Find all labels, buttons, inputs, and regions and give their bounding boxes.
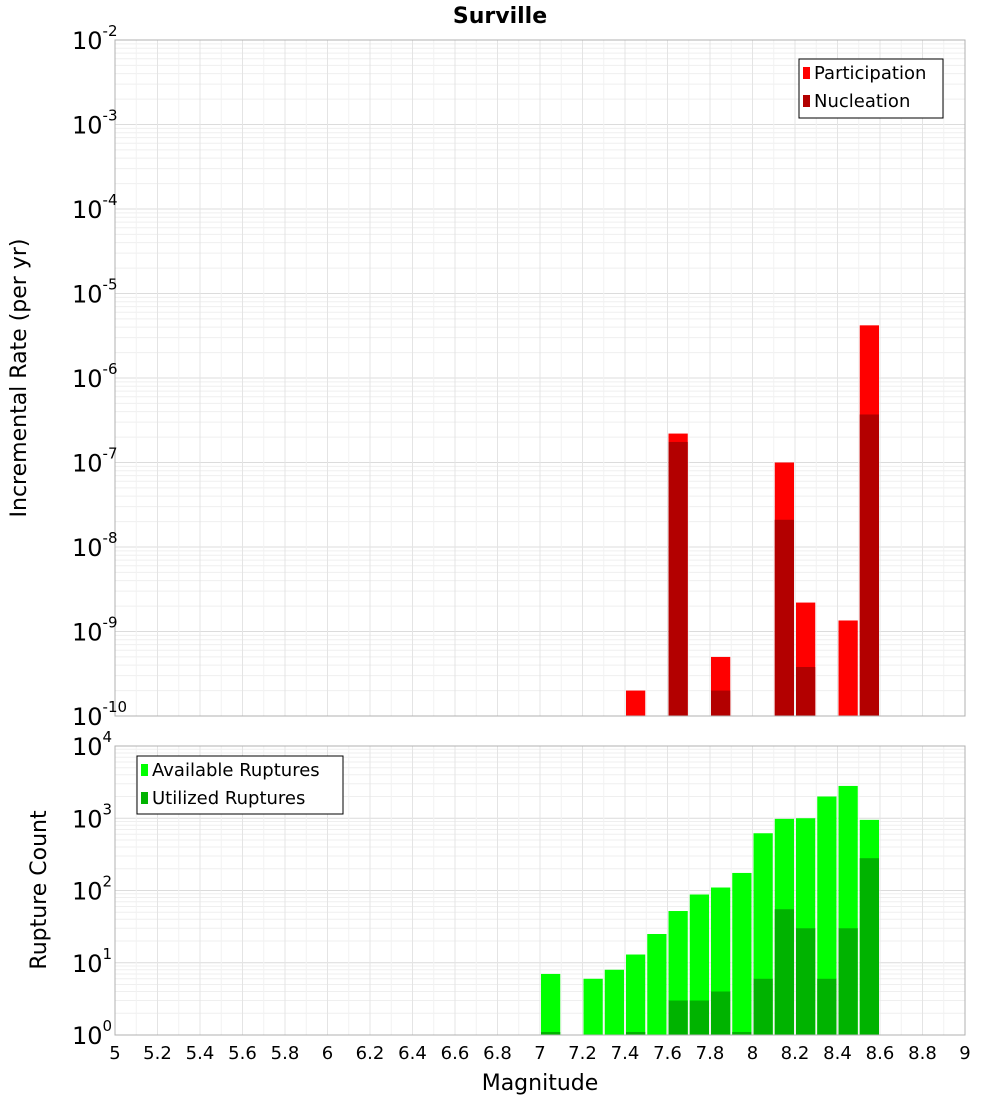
x-tick-label: 6.8 bbox=[483, 1043, 512, 1064]
x-tick-label: 5.8 bbox=[271, 1043, 300, 1064]
available-ruptures-bar-7.25 bbox=[583, 978, 603, 1035]
count-y-tick-labels: 100 101 102 103 104 bbox=[72, 728, 112, 1050]
rate-legend: Participation Nucleation bbox=[798, 58, 944, 119]
available-ruptures-bar-7.75 bbox=[689, 894, 709, 1035]
x-tick-label: 8.2 bbox=[781, 1043, 810, 1064]
x-tick-label: 8 bbox=[747, 1043, 758, 1064]
utilized-ruptures-bar-8.45 bbox=[838, 928, 858, 1035]
y-tick-label: 10-7 bbox=[72, 445, 118, 478]
x-tick-label: 6.2 bbox=[356, 1043, 385, 1064]
utilized-ruptures-bar-7.95 bbox=[732, 1032, 752, 1035]
utilized-ruptures-bar-7.85 bbox=[711, 991, 731, 1035]
x-tick-label: 5.6 bbox=[228, 1043, 257, 1064]
x-tick-label: 7.4 bbox=[611, 1043, 640, 1064]
y-tick-label: 100 bbox=[72, 1017, 112, 1050]
x-tick-label: 7.6 bbox=[653, 1043, 682, 1064]
y-tick-label: 10-10 bbox=[72, 698, 127, 731]
x-tick-label: 7 bbox=[534, 1043, 545, 1064]
available-ruptures-bar-7.95 bbox=[732, 872, 752, 1035]
legend-label: Available Ruptures bbox=[152, 760, 320, 781]
y-tick-label: 10-2 bbox=[72, 22, 118, 55]
y-tick-label: 10-3 bbox=[72, 107, 118, 140]
x-tick-label: 6 bbox=[322, 1043, 333, 1064]
legend-label: Utilized Ruptures bbox=[152, 788, 305, 809]
nucleation-bar-8.55 bbox=[859, 414, 879, 716]
x-tick-label: 8.4 bbox=[823, 1043, 852, 1064]
x-tick-label: 7.2 bbox=[568, 1043, 597, 1064]
legend-swatch bbox=[803, 67, 810, 79]
y-tick-label: 10-6 bbox=[72, 360, 118, 393]
count-legend: Available Ruptures Utilized Ruptures bbox=[136, 755, 344, 815]
nucleation-bar-8.25 bbox=[796, 667, 816, 716]
y-tick-label: 10-9 bbox=[72, 614, 118, 647]
rate-gridlines bbox=[114, 40, 966, 717]
count-plot-frame bbox=[114, 745, 966, 1036]
chart-title: Surville bbox=[453, 4, 547, 29]
utilized-ruptures-bar-8.55 bbox=[859, 858, 879, 1035]
utilized-ruptures-bar-8.05 bbox=[753, 978, 773, 1035]
nucleation-bar-8.15 bbox=[774, 519, 794, 716]
utilized-ruptures-bar-8.15 bbox=[774, 909, 794, 1035]
x-tick-label: 5 bbox=[109, 1043, 120, 1064]
y-tick-label: 10-5 bbox=[72, 276, 118, 309]
available-ruptures-bar-7.35 bbox=[604, 969, 624, 1035]
legend-swatch bbox=[141, 792, 148, 804]
rate-plot-frame bbox=[114, 39, 966, 717]
legend-label: Nucleation bbox=[814, 91, 910, 112]
legend-swatch bbox=[141, 764, 148, 776]
available-ruptures-bar-8.35 bbox=[817, 796, 837, 1035]
participation-bar-8.45 bbox=[838, 620, 858, 716]
nucleation-series bbox=[668, 414, 879, 716]
participation-nucleation-panel: 10-10 10-9 10-8 10-7 10-6 10-5 10-4 10-3 10-2 Par… bbox=[72, 22, 966, 731]
legend-box bbox=[136, 755, 344, 815]
x-tick-label: 8.6 bbox=[866, 1043, 895, 1064]
y-tick-label: 103 bbox=[72, 800, 112, 833]
y-tick-label: 104 bbox=[72, 728, 112, 761]
x-tick-labels: 5 5.2 5.4 5.6 5.8 6 6.2 6.4 6.6 6.8 7 7.2 7.4 7.6 7.8 8… bbox=[109, 1043, 970, 1064]
legend-label: Participation bbox=[814, 63, 926, 84]
y-tick-label: 10-8 bbox=[72, 529, 118, 562]
x-tick-label: 8.8 bbox=[908, 1043, 937, 1064]
top-y-axis-label: Incremental Rate (per yr) bbox=[7, 239, 32, 518]
y-tick-label: 10-4 bbox=[72, 191, 118, 224]
rate-y-tick-labels: 10-10 10-9 10-8 10-7 10-6 10-5 10-4 10-3 10-2 bbox=[72, 22, 127, 731]
x-axis-label: Magnitude bbox=[482, 1071, 599, 1096]
x-tick-label: 6.6 bbox=[441, 1043, 470, 1064]
available-ruptures-bar-7.55 bbox=[647, 933, 667, 1035]
x-tick-label: 6.4 bbox=[398, 1043, 427, 1064]
bottom-y-axis-label: Rupture Count bbox=[27, 810, 52, 970]
utilized-ruptures-bar-7.65 bbox=[668, 1000, 688, 1035]
x-tick-label: 7.8 bbox=[696, 1043, 725, 1064]
available-ruptures-bar-7.45 bbox=[626, 954, 646, 1035]
legend-box bbox=[798, 58, 944, 119]
participation-bar-7.45 bbox=[626, 690, 646, 716]
x-tick-label: 5.4 bbox=[186, 1043, 215, 1064]
x-tick-label: 9 bbox=[959, 1043, 970, 1064]
utilized-ruptures-series bbox=[541, 858, 879, 1035]
utilized-ruptures-bar-8.25 bbox=[796, 928, 816, 1035]
legend-swatch bbox=[803, 95, 810, 107]
utilized-ruptures-bar-7.05 bbox=[541, 1032, 561, 1035]
utilized-ruptures-bar-8.35 bbox=[817, 978, 837, 1035]
nucleation-bar-7.85 bbox=[711, 690, 731, 716]
y-tick-label: 101 bbox=[72, 945, 112, 978]
utilized-ruptures-bar-7.75 bbox=[689, 1000, 709, 1035]
x-tick-label: 5.2 bbox=[143, 1043, 172, 1064]
available-ruptures-bar-7.05 bbox=[541, 973, 561, 1035]
y-tick-label: 102 bbox=[72, 873, 112, 906]
nucleation-bar-7.65 bbox=[668, 441, 688, 716]
utilized-ruptures-bar-7.45 bbox=[626, 1032, 646, 1035]
rupture-count-panel: 100 101 102 103 104 Available Ruptures Utilize… bbox=[72, 728, 971, 1064]
